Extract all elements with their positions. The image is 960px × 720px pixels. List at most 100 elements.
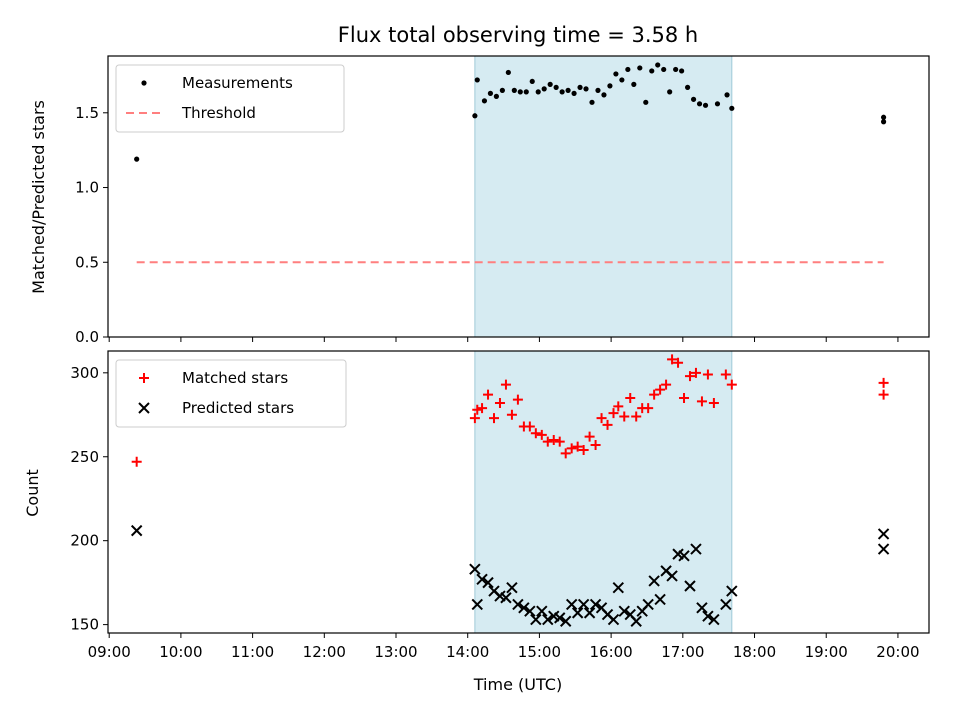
measurement-point xyxy=(607,83,613,89)
matched-stars-point xyxy=(494,398,505,409)
matched-stars-point xyxy=(708,398,719,409)
matched-stars-point xyxy=(530,428,541,439)
matched-stars-point xyxy=(578,445,589,456)
legend-label-predicted-stars: Predicted stars xyxy=(182,399,294,417)
measurement-point xyxy=(517,89,523,95)
matched-stars-point xyxy=(566,443,577,454)
measurement-point xyxy=(529,78,535,85)
bottom-series-matched-stars xyxy=(131,354,889,467)
matched-stars-point xyxy=(483,389,494,400)
predicted-stars-point xyxy=(726,585,738,597)
bottom-legend-box xyxy=(115,359,347,428)
bottom-panel-axes: 150 200 250 300 09:00 10:00 11:00 12:00 13:00 14:… xyxy=(70,350,930,661)
predicted-stars-point xyxy=(678,550,690,562)
matched-stars-point xyxy=(661,379,672,390)
measurement-point xyxy=(667,89,673,95)
x-tick-label: 09:00 xyxy=(88,643,131,661)
legend-label-matched-stars: Matched stars xyxy=(182,369,288,387)
matched-stars-point xyxy=(613,401,624,412)
predicted-stars-point xyxy=(530,613,542,626)
measurement-point xyxy=(714,101,721,107)
predicted-stars-point xyxy=(559,615,572,627)
bottom-axes-frame xyxy=(107,350,930,634)
predicted-stars-point xyxy=(702,610,714,622)
top-y-tick-label: 0.5 xyxy=(75,253,99,271)
predicted-stars-point xyxy=(476,573,488,585)
measurement-point xyxy=(690,96,697,102)
predicted-stars-point xyxy=(642,598,654,611)
predicted-stars-point xyxy=(577,598,590,611)
predicted-stars-point xyxy=(612,581,624,594)
bottom-y-tick-label: 150 xyxy=(70,616,99,634)
top-series-measurements xyxy=(134,62,887,162)
matched-stars-point xyxy=(631,411,642,422)
predicted-stars-point xyxy=(877,528,890,540)
matched-stars-point xyxy=(506,409,517,420)
measurement-point xyxy=(565,87,571,93)
matched-stars-point xyxy=(596,413,607,424)
top-legend-box xyxy=(115,64,345,133)
matched-stars-point xyxy=(625,393,636,403)
bottom-y-axis-label: Count xyxy=(23,469,42,517)
matched-stars-point xyxy=(667,354,678,365)
matched-stars-point xyxy=(726,379,737,390)
measurement-point xyxy=(535,89,541,95)
matched-stars-point xyxy=(500,379,511,390)
matched-stars-point xyxy=(608,408,619,419)
measurement-point xyxy=(481,98,488,104)
measurement-point xyxy=(643,99,649,105)
measurement-point xyxy=(487,90,494,96)
predicted-stars-point xyxy=(554,612,566,624)
measurement-point xyxy=(134,156,140,162)
predicted-stars-point xyxy=(720,598,732,611)
measurement-point xyxy=(661,66,667,73)
measurement-point xyxy=(679,68,685,74)
matched-stars-point xyxy=(643,403,654,414)
measurement-point xyxy=(649,68,655,74)
measurement-point xyxy=(724,92,730,98)
predicted-stars-point xyxy=(471,598,483,611)
measurement-point xyxy=(589,99,595,105)
measurement-point xyxy=(499,87,505,93)
top-y-axis-label: Matched/Predicted stars xyxy=(29,100,48,294)
measurement-point xyxy=(472,113,478,119)
x-tick-label: 10:00 xyxy=(159,643,202,661)
measurement-point xyxy=(729,105,735,111)
x-tick-label: 18:00 xyxy=(733,643,776,661)
bottom-panel-marks xyxy=(130,354,890,627)
x-tick-label: 14:00 xyxy=(446,643,489,661)
predicted-stars-point xyxy=(506,581,518,594)
predicted-stars-point xyxy=(482,576,494,589)
matched-stars-point xyxy=(512,394,523,405)
matched-stars-point xyxy=(602,419,613,430)
measurement-point xyxy=(673,66,679,73)
predicted-stars-point xyxy=(607,613,620,626)
predicted-stars-point xyxy=(583,607,596,619)
predicted-stars-point xyxy=(518,602,530,614)
predicted-stars-point xyxy=(877,543,890,555)
matched-stars-point xyxy=(702,369,713,380)
matched-stars-point xyxy=(696,396,707,407)
measurement-point xyxy=(655,62,661,68)
bottom-series-predicted-stars xyxy=(130,524,890,627)
measurement-point xyxy=(595,87,601,93)
x-tick-label: 20:00 xyxy=(876,643,919,661)
measurement-point xyxy=(523,89,529,95)
x-axis-label: Time (UTC) xyxy=(473,675,562,694)
bottom-legend: Matched stars Predicted stars xyxy=(115,359,347,428)
predicted-stars-point xyxy=(690,543,702,555)
measurement-point xyxy=(684,84,691,90)
predicted-stars-point xyxy=(512,598,524,611)
measurement-point xyxy=(613,71,619,77)
x-tick-label: 15:00 xyxy=(518,643,561,661)
measurement-point xyxy=(583,86,589,92)
legend-label-measurements: Measurements xyxy=(182,74,293,92)
matched-stars-point xyxy=(584,431,595,442)
bottom-y-tick-label: 300 xyxy=(70,364,99,382)
measurement-point xyxy=(880,119,887,125)
matched-stars-point xyxy=(560,448,571,459)
legend-swatch-predicted-stars xyxy=(138,402,150,414)
chart-title: Flux total observing time = 3.58 h xyxy=(338,23,698,47)
x-tick-label: 12:00 xyxy=(303,643,346,661)
matched-stars-point xyxy=(477,403,488,414)
